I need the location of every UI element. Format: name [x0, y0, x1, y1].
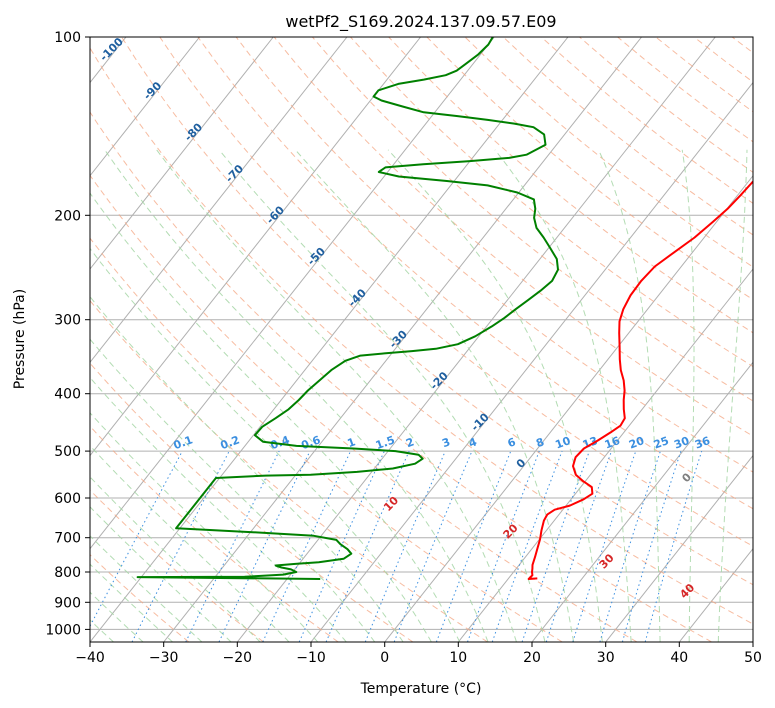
- mixing-ratio-label: 3: [440, 435, 452, 450]
- mixing-ratio-line: [185, 450, 280, 642]
- moist-adiabat-line: [90, 591, 144, 642]
- isotherm-line: [90, 37, 348, 364]
- isotherm-line: [605, 454, 753, 642]
- x-tick-label: 30: [597, 650, 615, 666]
- dry-adiabat-line: [90, 47, 753, 625]
- y-tick-label: 700: [54, 531, 81, 547]
- y-tick-label: 400: [54, 387, 81, 403]
- mixing-ratio-label: 10: [553, 434, 572, 452]
- moist-adiabat-line: [156, 149, 517, 642]
- y-tick-label: 100: [54, 30, 81, 46]
- dry-adiabat-line: [197, 37, 753, 510]
- y-tick-label: 300: [54, 313, 81, 329]
- y-tick-label: 800: [54, 565, 81, 581]
- moist-adiabat-line: [90, 506, 232, 642]
- mixing-ratio-line: [621, 450, 682, 642]
- x-tick-label: −40: [75, 650, 105, 666]
- y-tick-label: 600: [54, 491, 81, 507]
- mixing-ratio-label: 20: [627, 434, 646, 452]
- mixing-ratio-label: 6: [506, 435, 518, 450]
- x-tick-label: 40: [670, 650, 688, 666]
- dry-adiabat-line: [235, 37, 753, 473]
- mixing-ratio-label: 0.4: [269, 433, 292, 452]
- x-tick-label: 0: [380, 650, 389, 666]
- mixing-ratio-label: 1.5: [374, 433, 397, 452]
- y-tick-label: 900: [54, 595, 81, 611]
- background-lines: [90, 37, 753, 642]
- x-tick-label: −30: [149, 650, 179, 666]
- x-tick-label: 20: [523, 650, 541, 666]
- moist-adiabat-line: [681, 149, 695, 642]
- x-axis-title: Temperature (°C): [360, 681, 482, 697]
- dewpoint-profile: [136, 37, 559, 580]
- mixing-ratio-line: [218, 450, 311, 642]
- mixing-ratio-line: [545, 450, 612, 642]
- isotherm-line: [457, 268, 753, 642]
- dry-adiabat-line: [90, 111, 712, 642]
- mixing-ratio-label: 4: [467, 435, 479, 450]
- dry-adiabat-line: [90, 174, 638, 642]
- y-axis-title: Pressure (hPa): [12, 289, 28, 389]
- isotherm-line: [90, 37, 274, 270]
- moist-adiabat-line: [294, 149, 575, 642]
- mixing-ratio-label: 25: [652, 434, 671, 451]
- mixing-ratio-line: [644, 450, 703, 642]
- mixing-ratio-label: 1: [346, 435, 358, 450]
- moist-adiabat-line: [90, 338, 376, 642]
- isotherm-line: [90, 37, 495, 550]
- moist-adiabat-line: [90, 295, 404, 642]
- moist-adiabat-line: [90, 376, 347, 642]
- isotherm-line: [163, 37, 642, 642]
- dry-adiabat-line: [90, 237, 563, 642]
- mixing-ratio-label: 0.2: [219, 433, 242, 452]
- y-tick-label: 500: [54, 444, 81, 460]
- mixing-ratio-label: 0.1: [172, 433, 195, 452]
- mixing-ratio-line: [90, 450, 183, 628]
- dry-adiabat-line: [90, 362, 414, 642]
- isotherm-line: [90, 37, 421, 457]
- dry-adiabat-line: [312, 37, 753, 402]
- isotherm-line: [90, 37, 200, 177]
- x-tick-label: −10: [296, 650, 326, 666]
- isotherm-line: [531, 361, 753, 642]
- isotherm-line: [236, 37, 716, 642]
- moist-adiabat-line: [387, 149, 603, 642]
- sounding-profiles: [136, 37, 753, 580]
- chart-title: wetPf2_S169.2024.137.09.57.E09: [285, 12, 556, 32]
- mixing-ratio-label: 2: [404, 435, 416, 450]
- dry-adiabat-line: [90, 299, 488, 642]
- mixing-ratio-line: [572, 450, 637, 642]
- plot-frame: [89, 36, 754, 643]
- dry-adiabat-line: [350, 37, 753, 368]
- dry-adiabat-line: [90, 554, 190, 642]
- x-tick-label: −20: [223, 650, 253, 666]
- moist-adiabat-line: [90, 192, 461, 642]
- dry-adiabat-line: [159, 37, 753, 547]
- mixing-ratio-label: 16: [603, 434, 622, 452]
- moist-adiabat-line: [104, 149, 489, 642]
- moist-adiabat-line: [90, 247, 432, 642]
- moist-adiabat-line: [717, 149, 748, 642]
- isotherm-line: [384, 174, 753, 642]
- moist-adiabat-line: [494, 149, 632, 642]
- dry-adiabat-line: [273, 37, 753, 437]
- mixing-ratio-label: 36: [693, 434, 712, 452]
- y-tick-label: 200: [54, 208, 81, 224]
- temperature-profile: [527, 180, 753, 580]
- x-tick-label: 50: [744, 650, 762, 666]
- mixing-ratio-line: [599, 450, 661, 642]
- moist-adiabat-line: [90, 445, 290, 642]
- axis-ticks: −40 −30 −20 −10 0 10 20 30 40 5010020030040050060…: [45, 30, 762, 666]
- isotherm-line: [90, 37, 569, 642]
- mixing-ratio-label: 8: [534, 435, 546, 450]
- moist-adiabat-line: [90, 476, 261, 642]
- x-tick-label: 10: [449, 650, 467, 666]
- moist-adiabat-line: [598, 149, 661, 642]
- y-tick-label: 1000: [45, 622, 81, 638]
- mixing-ratio-line: [435, 450, 512, 642]
- mixing-ratio-label: 30: [672, 434, 691, 452]
